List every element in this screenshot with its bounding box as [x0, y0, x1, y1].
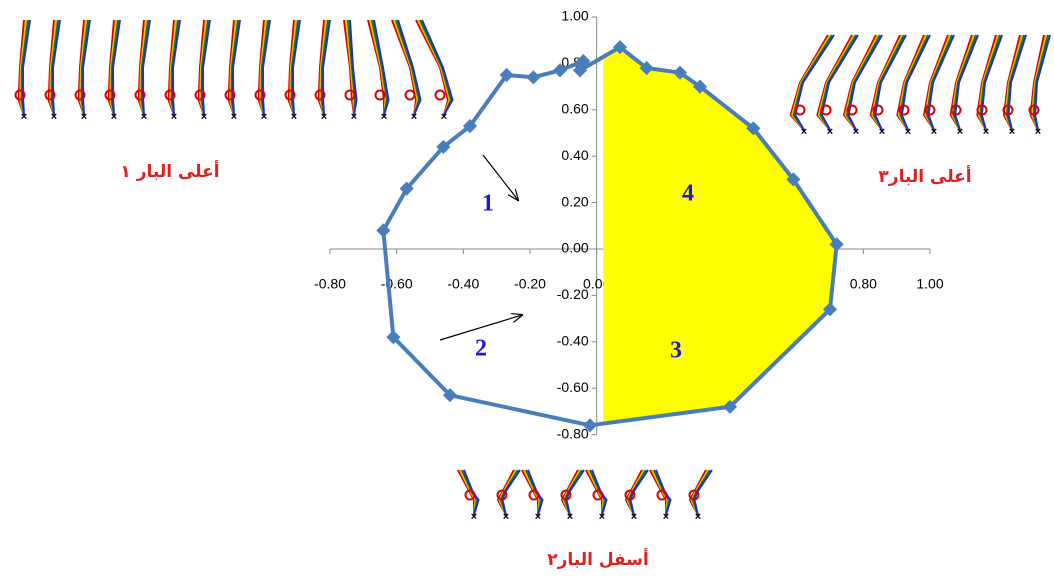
stick-figure: × — [650, 470, 671, 523]
x-mark: × — [411, 111, 417, 123]
x-mark: × — [51, 111, 57, 123]
x-mark: × — [141, 111, 147, 123]
y-tick-label: -0.60 — [557, 379, 589, 395]
y-tick-label: 0.60 — [561, 101, 588, 117]
x-mark: × — [957, 126, 963, 138]
x-tick-label: 0.80 — [850, 276, 877, 292]
marker-circle — [436, 91, 445, 100]
stick-figure: × — [1030, 35, 1051, 138]
stick-figure: × — [690, 470, 713, 523]
stick-figure: × — [76, 20, 91, 123]
x-tick-label: -0.20 — [514, 276, 546, 292]
stick-figure: × — [16, 20, 31, 123]
stick-figure: × — [226, 20, 241, 123]
x-mark: × — [471, 511, 477, 523]
x-tick-label: -0.40 — [447, 276, 479, 292]
stick-figure: × — [416, 20, 453, 123]
x-mark: × — [261, 111, 267, 123]
chart: × × × × × × × × × × × × × × × × × × × × × × × × × × × × × × × × × -0.80 -0… — [0, 0, 1054, 578]
y-tick-label: -0.80 — [557, 425, 589, 441]
annotation: أسفل البار٢ — [547, 548, 649, 570]
stick-figure: × — [46, 20, 61, 123]
x-mark: × — [931, 126, 937, 138]
x-mark: × — [291, 111, 297, 123]
x-tick-label: -0.60 — [381, 276, 413, 292]
stick-figure: × — [1004, 35, 1027, 138]
y-tick-label: -0.40 — [557, 333, 589, 349]
annotation: أعلى البار ١ — [120, 160, 219, 182]
quadrant-label: 3 — [670, 338, 682, 364]
quadrant-label: 2 — [475, 336, 487, 362]
quadrant-label: 4 — [682, 181, 694, 207]
stick-figure: × — [871, 35, 906, 138]
stick-figure: × — [498, 470, 521, 523]
stick-figure: × — [106, 20, 121, 123]
stick-figure: × — [344, 20, 357, 123]
x-mark: × — [81, 111, 87, 123]
x-mark: × — [905, 126, 911, 138]
stick-figure: × — [522, 470, 543, 523]
x-mark: × — [381, 111, 387, 123]
x-mark: × — [801, 126, 807, 138]
x-mark: × — [231, 111, 237, 123]
stick-figure: × — [951, 35, 978, 138]
x-mark: × — [351, 111, 357, 123]
x-mark: × — [599, 511, 605, 523]
y-tick-label: -0.20 — [557, 286, 589, 302]
stick-figure: × — [924, 35, 954, 138]
stick-figure: × — [196, 20, 211, 123]
stick-figure: × — [368, 20, 389, 123]
stick-figure: × — [286, 20, 301, 123]
x-mark: × — [441, 111, 447, 123]
stick-figure: × — [166, 20, 181, 123]
x-mark: × — [567, 511, 573, 523]
x-mark: × — [503, 511, 509, 523]
point — [526, 70, 540, 84]
x-mark: × — [321, 111, 327, 123]
stick-figure: × — [136, 20, 151, 123]
x-mark: × — [983, 126, 989, 138]
y-tick-label: 1.00 — [561, 8, 588, 24]
stick-figure: × — [392, 20, 421, 123]
x-mark: × — [695, 511, 701, 523]
quadrant-label: 1 — [482, 191, 494, 217]
stick-figure: × — [256, 20, 271, 123]
y-tick-label: 0.20 — [561, 193, 588, 209]
stick-figure: × — [626, 470, 649, 523]
stick-figure: × — [562, 470, 585, 523]
x-tick-label: -0.80 — [314, 276, 346, 292]
stick-figure: × — [458, 470, 479, 523]
stick-figure: × — [977, 35, 1002, 138]
x-mark: × — [171, 111, 177, 123]
y-tick-label: 0.40 — [561, 147, 588, 163]
x-mark: × — [631, 511, 637, 523]
x-mark: × — [1009, 126, 1015, 138]
x-mark: × — [535, 511, 541, 523]
stick-figure: × — [897, 35, 930, 138]
stick-figure: × — [586, 470, 607, 523]
x-mark: × — [853, 126, 859, 138]
x-mark: × — [879, 126, 885, 138]
x-mark: × — [1035, 126, 1041, 138]
stick-figure: × — [316, 20, 331, 123]
x-mark: × — [21, 111, 27, 123]
y-tick-label: 0.00 — [561, 240, 588, 256]
marker-circle — [406, 91, 415, 100]
x-mark: × — [827, 126, 833, 138]
annotation: أعلى البار٣ — [878, 165, 971, 187]
x-mark: × — [201, 111, 207, 123]
x-mark: × — [663, 511, 669, 523]
x-tick-label: 1.00 — [916, 276, 943, 292]
x-mark: × — [111, 111, 117, 123]
